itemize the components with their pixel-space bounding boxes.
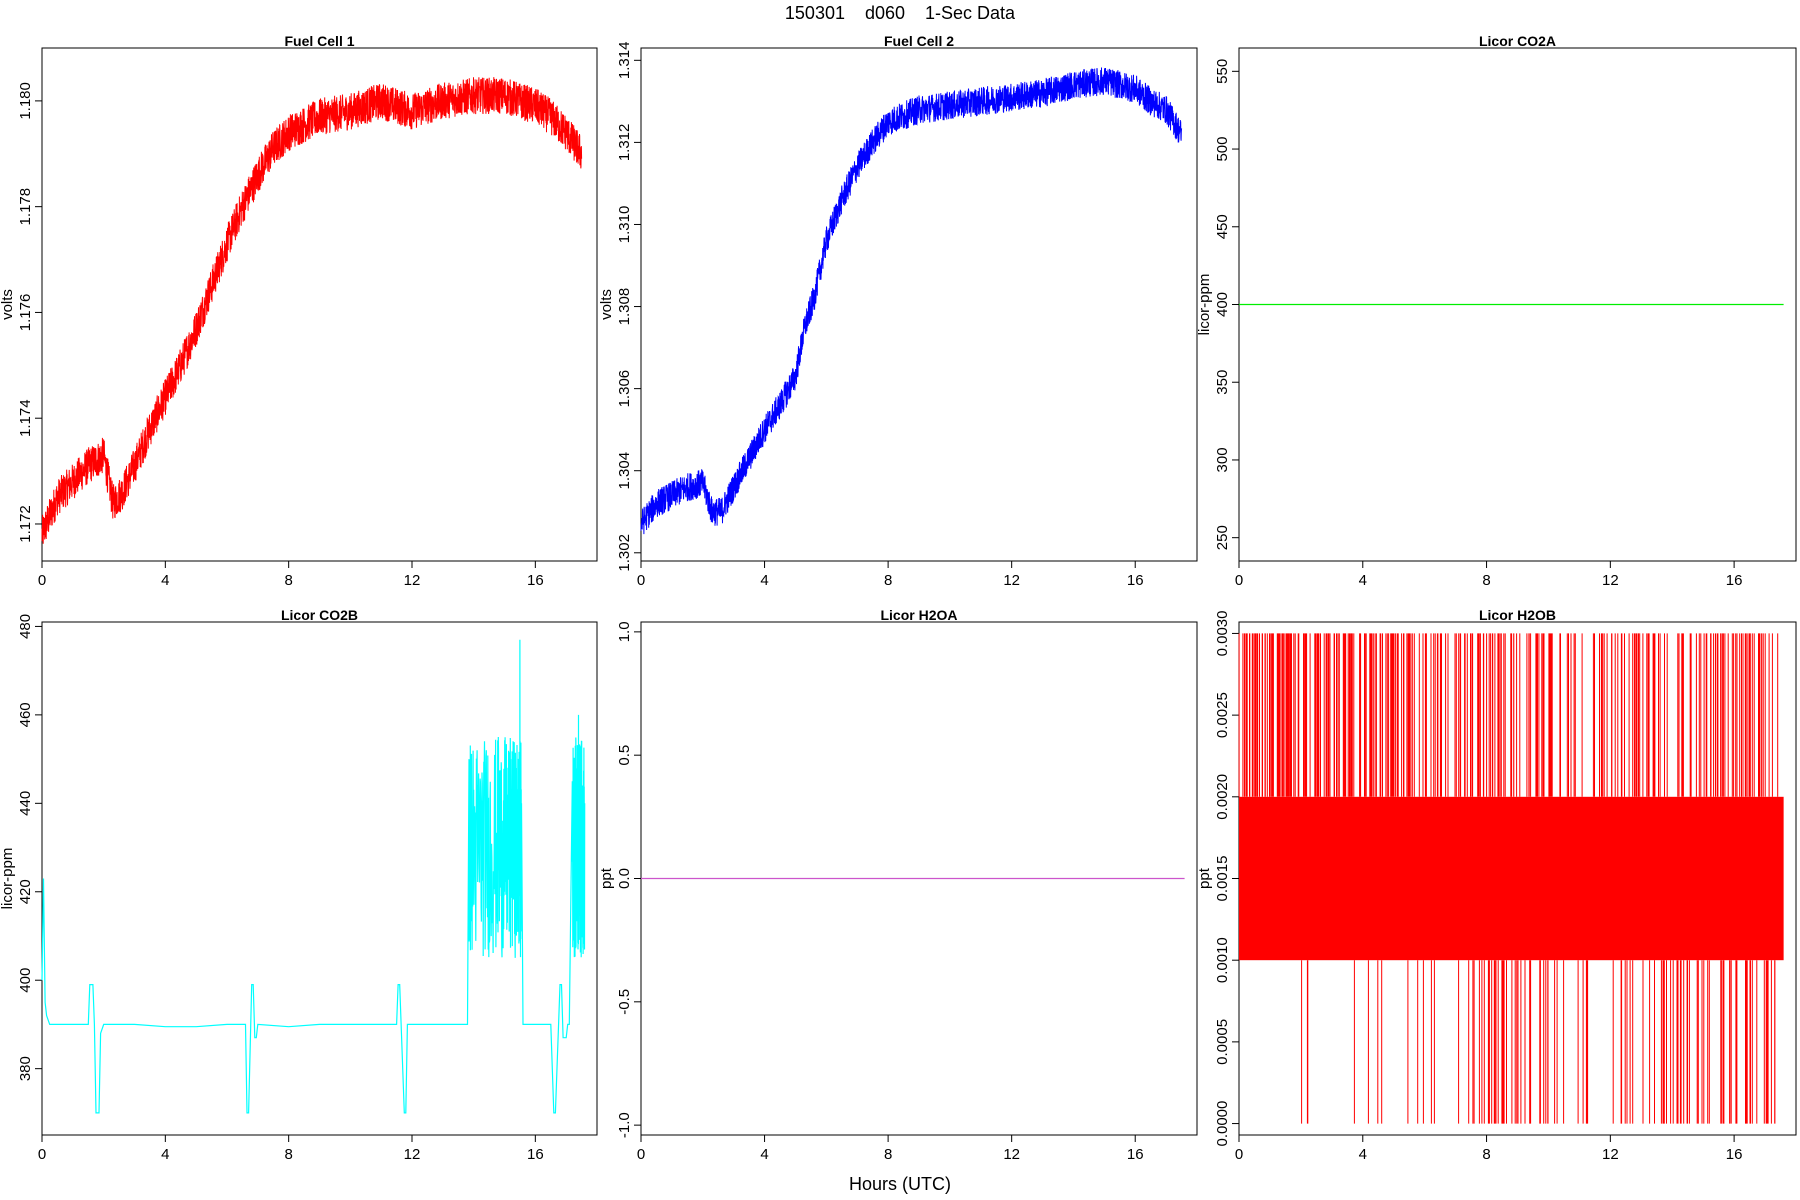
x-tick-label: 8 <box>284 572 292 589</box>
y-axis-label: ppt <box>1196 867 1213 889</box>
panel-fuel-cell-1: Fuel Cell 1 volts 0 4 8 12 16 1.172 1.174 1.176… <box>0 33 598 589</box>
panel-title: Fuel Cell 2 <box>884 33 954 49</box>
x-tick-label: 0 <box>637 572 645 589</box>
data-series <box>640 67 1183 535</box>
x-tick-label: 8 <box>1482 1146 1490 1163</box>
x-tick-label: 8 <box>284 1146 292 1163</box>
y-tick-label: -0.5 <box>616 989 633 1015</box>
x-tick-label: 16 <box>1726 1146 1743 1163</box>
y-tick-label: 420 <box>17 879 34 904</box>
x-tick-label: 4 <box>161 572 169 589</box>
x-tick-label: 16 <box>527 572 544 589</box>
x-tick-label: 0 <box>38 572 46 589</box>
x-tick-label: 0 <box>1235 572 1243 589</box>
x-tick-label: 12 <box>1003 572 1020 589</box>
x-tick-label: 4 <box>760 1146 768 1163</box>
x-tick-label: 0 <box>1235 1146 1243 1163</box>
y-tick-label: 0.0030 <box>1214 610 1231 656</box>
y-tick-label: 480 <box>17 614 34 639</box>
y-tick-label: 400 <box>17 968 34 993</box>
x-axis-label: Hours (UTC) <box>849 1174 951 1194</box>
x-tick-label: 12 <box>1003 1146 1020 1163</box>
x-tick-label: 4 <box>161 1146 169 1163</box>
panel-title: Licor CO2B <box>281 607 358 623</box>
panel-fuel-cell-2: Fuel Cell 2 volts 0 4 8 12 16 1.302 1.304 1.306… <box>598 33 1198 589</box>
panel-licor-h2ob: Licor H2OB ppt 0 4 8 12 16 0.0000 0.0005 0.0010… <box>1196 607 1797 1163</box>
y-tick-label: 1.308 <box>616 288 633 326</box>
data-spikes <box>1238 633 1779 1124</box>
y-tick-label: 400 <box>1214 292 1231 317</box>
panel-licor-co2a: Licor CO2A licor-ppm 0 4 8 12 16 250 300 350 400… <box>1196 33 1797 589</box>
y-tick-label: 1.172 <box>17 505 34 543</box>
x-tick-label: 4 <box>1359 572 1367 589</box>
y-tick-label: 350 <box>1214 370 1231 395</box>
y-tick-label: 1.314 <box>616 42 633 80</box>
x-tick-label: 12 <box>1602 572 1619 589</box>
x-tick-label: 8 <box>1482 572 1490 589</box>
panel-title: Licor H2OA <box>880 607 957 623</box>
y-axis-label: volts <box>598 289 615 320</box>
y-tick-label: 500 <box>1214 137 1231 162</box>
panel-title: Licor CO2A <box>1479 33 1556 49</box>
y-tick-label: 0.0025 <box>1214 692 1231 738</box>
y-tick-label: 1.310 <box>616 206 633 244</box>
y-tick-label: 380 <box>17 1056 34 1081</box>
panel-title: Fuel Cell 1 <box>284 33 354 49</box>
x-tick-label: 12 <box>404 1146 421 1163</box>
y-tick-label: -1.0 <box>616 1112 633 1138</box>
y-tick-label: 1.178 <box>17 188 34 226</box>
data-series <box>41 639 586 1114</box>
y-axis-label: licor-ppm <box>1196 274 1213 336</box>
y-tick-label: 1.312 <box>616 124 633 162</box>
x-tick-label: 16 <box>1127 1146 1144 1163</box>
plot-frame <box>41 621 598 1136</box>
y-tick-label: 1.176 <box>17 294 34 332</box>
x-tick-label: 16 <box>527 1146 544 1163</box>
y-tick-label: 450 <box>1214 214 1231 239</box>
y-tick-label: 250 <box>1214 525 1231 550</box>
y-tick-label: 0.0015 <box>1214 856 1231 902</box>
x-tick-label: 8 <box>884 572 892 589</box>
x-tick-label: 0 <box>38 1146 46 1163</box>
y-tick-label: 440 <box>17 791 34 816</box>
y-tick-label: 1.0 <box>616 621 633 642</box>
panel-title: Licor H2OB <box>1479 607 1556 623</box>
data-band <box>1239 796 1784 961</box>
y-axis-label: licor-ppm <box>0 848 16 910</box>
plot-frame <box>640 47 1198 562</box>
x-tick-label: 12 <box>1602 1146 1619 1163</box>
y-tick-label: 1.180 <box>17 82 34 120</box>
y-tick-label: 0.5 <box>616 745 633 766</box>
data-series <box>41 77 583 544</box>
y-tick-label: 460 <box>17 702 34 727</box>
y-tick-label: 0.0005 <box>1214 1019 1231 1065</box>
y-axis-label: ppt <box>598 867 615 889</box>
panel-licor-h2oa: Licor H2OA ppt 0 4 8 12 16 -1.0 -0.5 0.0 0.5 1.0 <box>598 607 1198 1163</box>
x-tick-label: 16 <box>1726 572 1743 589</box>
y-tick-label: 0.0010 <box>1214 937 1231 983</box>
y-tick-label: 0.0020 <box>1214 774 1231 820</box>
y-tick-label: 0.0000 <box>1214 1101 1231 1147</box>
x-tick-label: 4 <box>1359 1146 1367 1163</box>
y-tick-label: 0.0 <box>616 868 633 889</box>
x-tick-label: 12 <box>404 572 421 589</box>
y-axis-label: volts <box>0 289 16 320</box>
y-tick-label: 300 <box>1214 447 1231 472</box>
plot-frame <box>41 47 598 562</box>
y-tick-label: 1.306 <box>616 370 633 408</box>
y-tick-label: 550 <box>1214 59 1231 84</box>
main-title: 150301 d060 1-Sec Data <box>785 3 1016 23</box>
x-tick-label: 16 <box>1127 572 1144 589</box>
panel-licor-co2b: Licor CO2B licor-ppm 0 4 8 12 16 380 400 420 440… <box>0 607 598 1163</box>
x-tick-label: 8 <box>884 1146 892 1163</box>
y-tick-label: 1.174 <box>17 399 34 437</box>
x-tick-label: 0 <box>637 1146 645 1163</box>
y-tick-label: 1.302 <box>616 534 633 572</box>
y-tick-label: 1.304 <box>616 452 633 490</box>
x-tick-label: 4 <box>760 572 768 589</box>
